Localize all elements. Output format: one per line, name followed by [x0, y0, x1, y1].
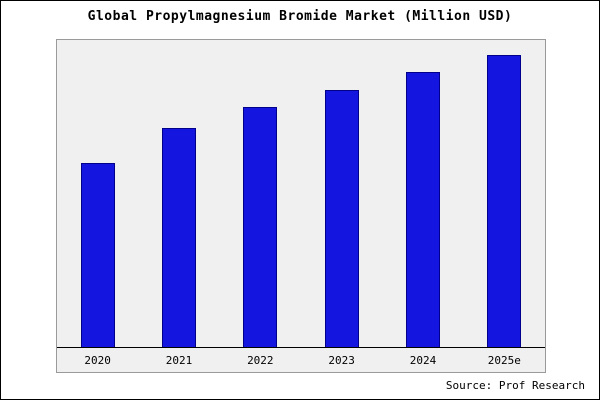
bar-column — [57, 40, 138, 347]
source-text: Source: Prof Research — [445, 379, 585, 392]
bars-row — [57, 40, 545, 348]
bar — [80, 162, 115, 347]
bar — [405, 72, 440, 347]
bar-column — [382, 40, 463, 347]
bar — [487, 54, 522, 347]
bar-column — [138, 40, 219, 347]
x-tick-label: 2024 — [409, 353, 437, 367]
bar-column — [220, 40, 301, 347]
bar — [324, 89, 359, 347]
bar-column — [301, 40, 382, 347]
x-tick-label: 2025e — [487, 353, 521, 367]
x-tick-label: 2021 — [165, 353, 193, 367]
bar — [243, 107, 278, 347]
x-tick-label: 2020 — [84, 353, 111, 367]
bar-column — [464, 40, 545, 347]
x-tick-label: 2023 — [328, 353, 355, 367]
x-tick-label: 2022 — [247, 353, 274, 367]
chart-title: Global Propylmagnesium Bromide Market (M… — [87, 9, 513, 24]
plot-area: 2020 2021 2022 2023 2024 2025e — [56, 39, 546, 373]
bar — [161, 127, 196, 347]
labels-row: 2020 2021 2022 2023 2024 2025e — [57, 348, 545, 372]
